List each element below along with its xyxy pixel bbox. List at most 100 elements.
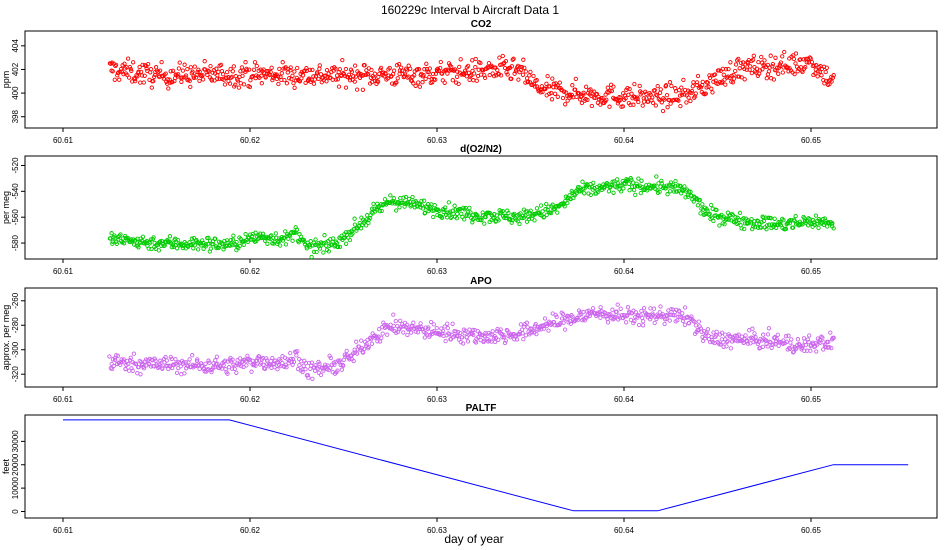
data-point: [442, 207, 447, 212]
y-tick-label: 30000: [11, 430, 20, 453]
data-point: [679, 92, 685, 97]
data-point: [225, 371, 230, 376]
data-point: [697, 324, 702, 329]
data-point: [654, 93, 660, 98]
data-point: [555, 210, 560, 215]
data-point: [808, 56, 813, 61]
data-point: [764, 76, 769, 81]
data-point: [147, 241, 152, 246]
data-point: [800, 69, 805, 75]
data-point: [337, 244, 343, 250]
series-line: [63, 419, 909, 512]
data-point: [234, 370, 239, 375]
data-point: [520, 331, 525, 336]
data-point: [827, 345, 832, 350]
data-point: [725, 338, 730, 344]
panel-2: APO approx. per meg-320 -300 -280 -260 60.61 6…: [1, 276, 938, 404]
data-point: [755, 341, 761, 347]
data-point: [328, 75, 333, 80]
data-point: [501, 334, 507, 340]
data-point: [453, 329, 458, 334]
data-point: [263, 238, 268, 243]
data-point: [428, 319, 434, 325]
data-point: [249, 233, 255, 239]
data-point: [310, 376, 315, 381]
data-point: [195, 247, 201, 252]
data-point: [618, 306, 623, 311]
data-point: [601, 182, 606, 187]
data-point: [122, 61, 127, 66]
data-point: [211, 242, 216, 247]
data-point: [546, 328, 551, 333]
data-point: [393, 318, 398, 324]
data-point: [773, 55, 778, 60]
data-point: [240, 73, 245, 79]
data-point: [662, 97, 667, 102]
data-point: [455, 211, 460, 217]
data-point: [739, 226, 744, 231]
data-point: [307, 67, 313, 73]
data-point: [780, 70, 785, 75]
data-point: [805, 337, 810, 342]
data-point: [823, 78, 829, 84]
data-point: [277, 66, 282, 72]
data-point: [737, 210, 743, 216]
data-point: [663, 186, 668, 191]
data-point: [287, 76, 292, 81]
data-point: [588, 87, 593, 92]
data-point: [774, 336, 779, 342]
data-point: [665, 192, 670, 197]
data-point: [654, 92, 659, 97]
data-point: [110, 241, 115, 246]
data-point: [640, 323, 646, 328]
plot-frame: [24, 287, 938, 388]
data-point: [682, 184, 687, 189]
data-point: [440, 328, 446, 334]
x-tick-label: 60.61: [53, 526, 74, 535]
data-point: [187, 357, 192, 362]
data-point: [550, 76, 555, 81]
data-point: [466, 213, 472, 218]
data-point: [652, 87, 657, 93]
data-point: [607, 104, 612, 109]
x-tick-label: 60.63: [427, 267, 448, 276]
data-point: [707, 75, 713, 81]
data-point: [249, 369, 254, 374]
data-point: [544, 212, 549, 218]
data-point: [639, 178, 644, 183]
data-point: [728, 334, 733, 339]
data-point: [136, 69, 141, 74]
data-point: [491, 216, 496, 221]
data-point: [348, 67, 354, 72]
data-point: [404, 68, 410, 73]
data-point: [218, 62, 224, 68]
data-point: [411, 81, 416, 86]
data-point: [786, 333, 791, 338]
data-point: [790, 350, 796, 355]
data-point: [678, 103, 683, 109]
data-point: [121, 241, 127, 246]
data-point: [778, 220, 783, 225]
data-point: [511, 56, 516, 61]
data-point: [791, 56, 797, 62]
data-point: [394, 63, 400, 68]
data-point: [534, 206, 540, 211]
data-point: [628, 102, 633, 108]
data-point: [632, 81, 637, 87]
data-point: [826, 339, 831, 345]
data-point: [243, 60, 248, 65]
data-point: [684, 100, 689, 105]
data-point: [237, 356, 243, 361]
data-point: [460, 335, 465, 340]
data-point: [422, 335, 427, 340]
data-point: [315, 366, 320, 371]
data-point: [766, 222, 772, 227]
data-point: [445, 325, 450, 331]
data-point: [421, 72, 426, 78]
data-point: [434, 325, 439, 331]
data-point: [170, 79, 175, 85]
data-point: [347, 75, 353, 80]
y-axis-label: per meg: [1, 191, 11, 224]
data-point: [510, 57, 515, 62]
data-point: [690, 84, 695, 89]
